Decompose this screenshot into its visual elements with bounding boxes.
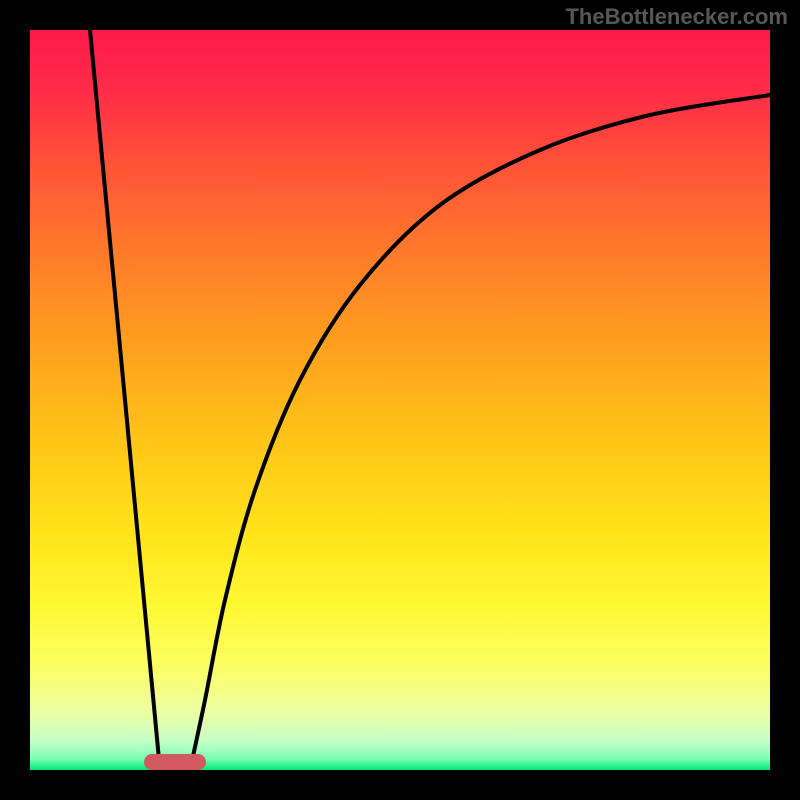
plot-background: [30, 30, 770, 770]
chart-container: TheBottlenecker.com: [0, 0, 800, 800]
bottleneck-chart: [0, 0, 800, 800]
watermark-text: TheBottlenecker.com: [565, 4, 788, 30]
bottleneck-marker: [144, 754, 206, 770]
